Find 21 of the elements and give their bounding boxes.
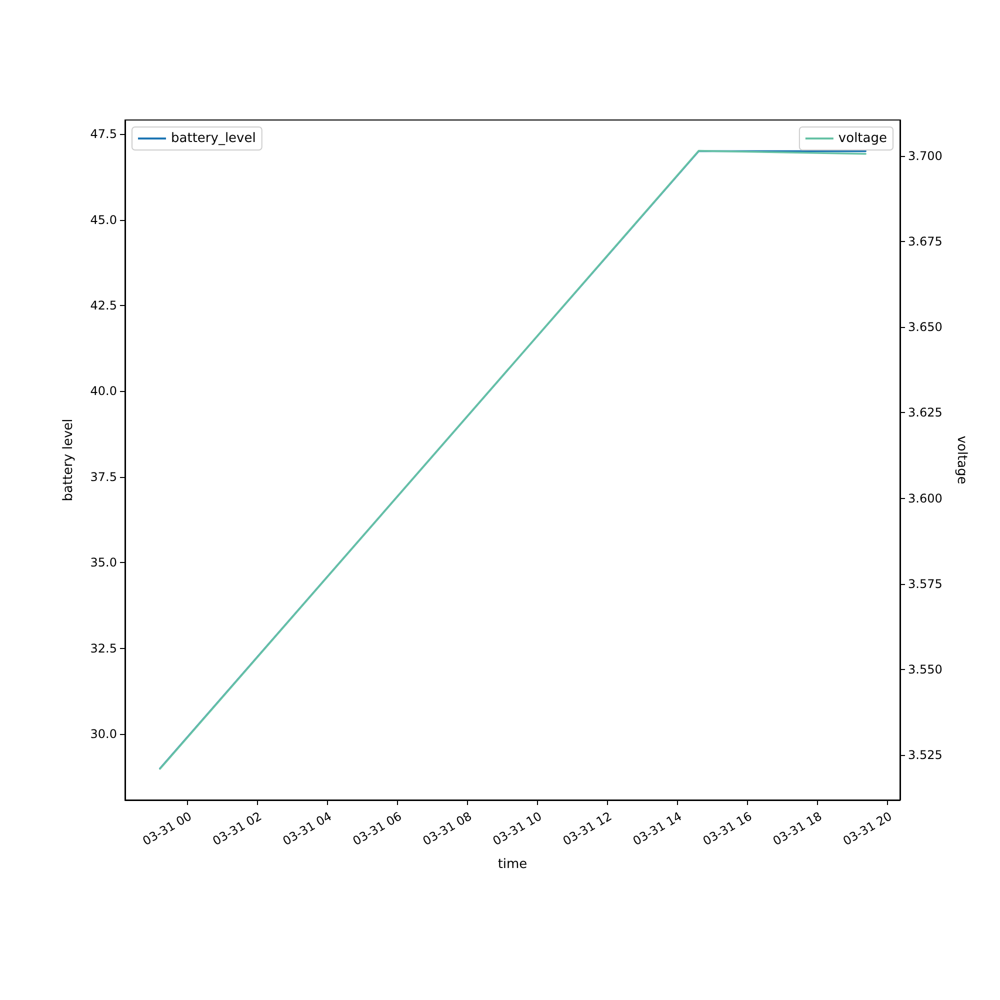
y-tick-label: 40.0 (90, 384, 117, 398)
y2-tick-label: 3.675 (908, 234, 942, 249)
y2-axis-title: voltage (954, 436, 969, 484)
y-tick-label: 37.5 (90, 470, 117, 484)
y-tick-label: 32.5 (90, 641, 117, 656)
legend-label: voltage (838, 131, 888, 146)
legend-label: battery_level (171, 131, 256, 146)
y2-tick-label: 3.575 (908, 576, 942, 591)
x-axis-title: time (498, 857, 528, 872)
y-tick-label: 42.5 (90, 298, 117, 313)
y-tick-label: 45.0 (90, 212, 117, 227)
y2-tick-label: 3.525 (908, 748, 942, 762)
y2-tick-label: 3.650 (908, 320, 942, 334)
y2-tick-label: 3.625 (908, 406, 942, 420)
y-axis-title: battery level (61, 418, 76, 502)
y-tick-label: 35.0 (90, 556, 117, 570)
y2-tick-label: 3.550 (908, 662, 942, 677)
y2-tick-label: 3.600 (908, 491, 942, 506)
y-tick-label: 47.5 (90, 127, 117, 142)
y2-tick-label: 3.700 (908, 148, 942, 163)
y-tick-label: 30.0 (90, 727, 117, 742)
